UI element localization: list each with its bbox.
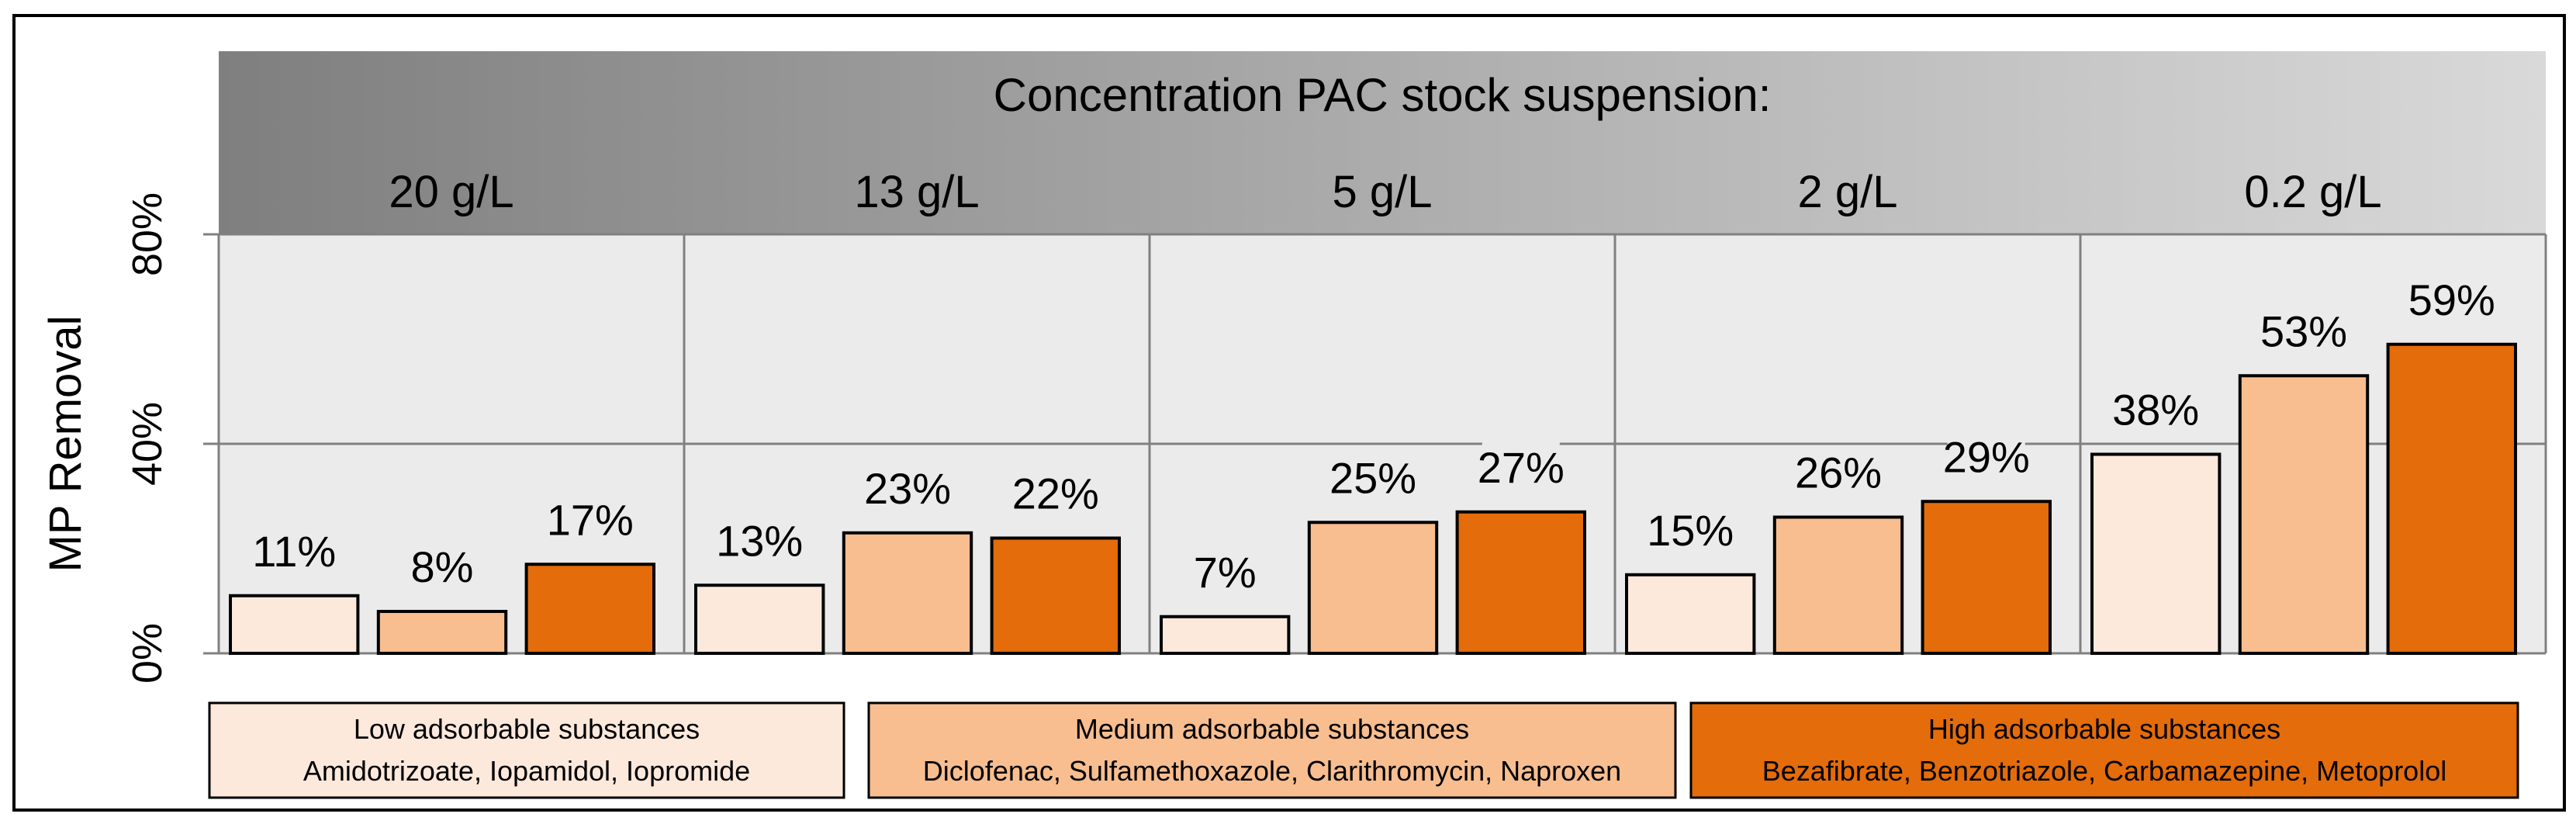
bar: [2090, 452, 2222, 655]
data-label: 22%: [1012, 469, 1099, 518]
legend-label: Low adsorbable substances: [354, 713, 700, 745]
y-axis-label: MP Removal: [40, 316, 91, 573]
bar: [2238, 374, 2370, 655]
data-label-background: [721, 515, 799, 567]
data-label: 15%: [1647, 506, 1734, 555]
data-label: 29%: [1943, 432, 2030, 481]
data-label-background: [2117, 384, 2195, 436]
bar: [1455, 510, 1586, 655]
category-label: 20 g/L: [389, 167, 513, 217]
legend: Low adsorbable substances Amidotrizoate, …: [208, 701, 2519, 799]
data-label: 8%: [411, 542, 474, 591]
header-title: Concentration PAC stock suspension:: [994, 69, 1772, 121]
data-label-background: [1016, 468, 1094, 520]
data-label: 23%: [864, 464, 951, 513]
bar: [1921, 500, 2052, 655]
legend-label: High adsorbable substances: [1928, 713, 2280, 745]
data-label-background: [414, 542, 470, 593]
legend-detail: Diclofenac, Sulfamethoxazole, Clarithrom…: [923, 755, 1621, 787]
data-label: 53%: [2260, 306, 2347, 355]
legend-swatch: [208, 701, 845, 799]
data-label: 13%: [716, 516, 803, 565]
data-label-background: [869, 462, 946, 514]
plot-layer: 0% 40% 80% 20 g/L 13 g/L 5 g/L 2 g/L 0.2 g/L 11%…: [124, 167, 2547, 684]
data-label: 11%: [252, 527, 336, 576]
bar: [229, 594, 360, 655]
legend-detail: Amidotrizoate, Iopamidol, Iopromide: [303, 755, 750, 787]
data-label: 26%: [1795, 448, 1882, 497]
y-tick-label: 0%: [124, 623, 171, 684]
data-label-background: [1800, 447, 1877, 499]
bar: [842, 531, 973, 655]
legend-item: High adsorbable substances Bezafibrate, B…: [1689, 701, 2519, 799]
data-label-background: [1197, 546, 1253, 598]
data-label-background: [2265, 306, 2343, 358]
data-label: 59%: [2408, 275, 2495, 324]
category-label: 2 g/L: [1798, 167, 1898, 217]
bar: [990, 536, 1121, 655]
header-band: [219, 51, 2546, 234]
data-label: 25%: [1329, 453, 1416, 502]
bar: [376, 610, 508, 655]
bar: [2386, 342, 2518, 655]
bar: [1160, 615, 1291, 655]
bar: [524, 563, 655, 655]
data-label-background: [551, 494, 629, 546]
category-label: 0.2 g/L: [2244, 167, 2381, 217]
data-label-background: [1482, 441, 1560, 493]
data-label: 27%: [1478, 443, 1565, 492]
bar: [1772, 515, 1904, 655]
bar: [694, 583, 825, 655]
legend-swatch: [867, 701, 1677, 799]
bar: [1625, 573, 1756, 655]
data-label-background: [1947, 431, 2025, 483]
data-label-background: [2412, 274, 2491, 326]
y-tick-label: 80%: [124, 192, 171, 276]
data-label: 38%: [2112, 386, 2199, 435]
data-label-background: [255, 525, 334, 577]
category-label: 13 g/L: [854, 167, 979, 217]
category-label: 5 g/L: [1333, 167, 1433, 217]
legend-swatch: [1689, 701, 2519, 799]
legend-detail: Bezafibrate, Benzotriazole, Carbamazepin…: [1762, 755, 2446, 787]
legend-item: Low adsorbable substances Amidotrizoate, …: [208, 701, 845, 799]
y-tick-label: 40%: [124, 402, 171, 486]
data-label-background: [1334, 452, 1412, 504]
data-label: 17%: [547, 495, 634, 544]
bar: [1307, 521, 1439, 655]
legend-item: Medium adsorbable substances Diclofenac, …: [867, 701, 1677, 799]
data-label: 7%: [1194, 548, 1257, 597]
legend-label: Medium adsorbable substances: [1075, 713, 1469, 745]
data-label-background: [1651, 504, 1730, 556]
